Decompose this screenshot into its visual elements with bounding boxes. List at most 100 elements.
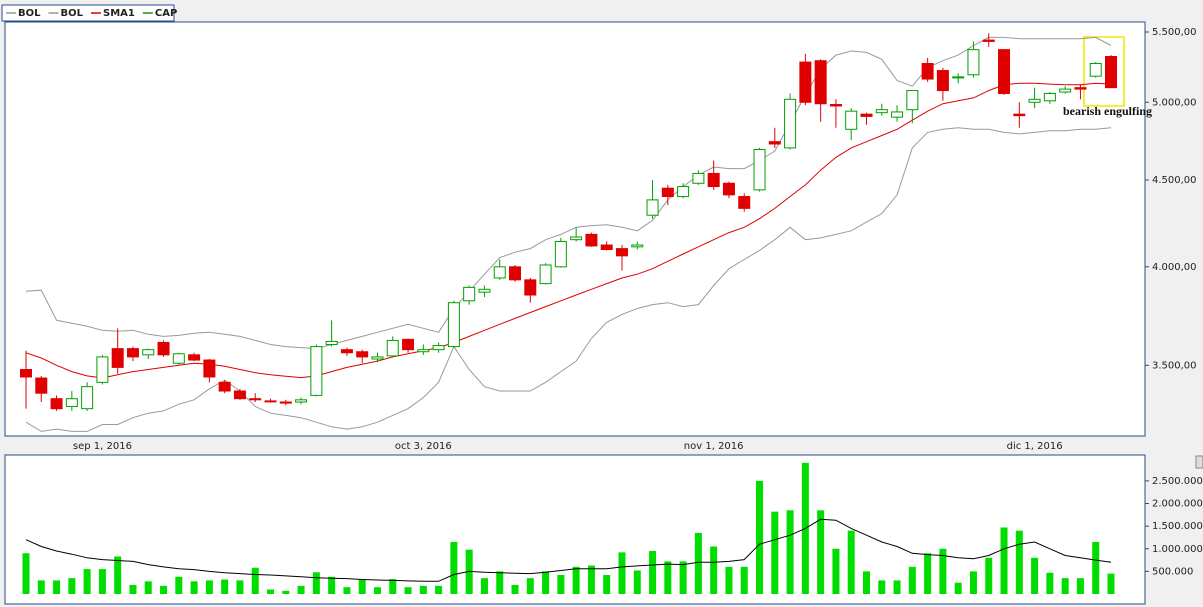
volume-bar bbox=[37, 580, 45, 594]
candle-body bbox=[814, 60, 827, 105]
candle-body bbox=[1089, 62, 1102, 77]
candle-body bbox=[692, 172, 705, 184]
y-tick-label: 4.500,00 bbox=[1152, 175, 1197, 186]
candle-body bbox=[570, 236, 583, 241]
candle-body bbox=[1028, 98, 1041, 103]
volume-bar bbox=[404, 587, 412, 594]
candle-body bbox=[646, 199, 659, 216]
candle-body bbox=[906, 90, 919, 111]
volume-bar bbox=[251, 567, 259, 594]
candle-body bbox=[295, 399, 308, 403]
candle-body bbox=[1043, 92, 1056, 102]
volume-bar bbox=[954, 582, 962, 594]
volume-bar bbox=[542, 571, 550, 594]
candle-body bbox=[784, 98, 797, 149]
volume-bar bbox=[68, 578, 76, 594]
candle-body bbox=[768, 141, 781, 145]
volume-bar bbox=[343, 587, 351, 594]
volume-bar bbox=[160, 585, 168, 594]
candle-body bbox=[340, 349, 353, 354]
volume-bar bbox=[862, 571, 870, 594]
volume-bar bbox=[603, 574, 611, 594]
volume-bar bbox=[771, 511, 779, 594]
volume-bar bbox=[587, 565, 595, 594]
candle-body bbox=[218, 381, 231, 392]
volume-bar bbox=[1015, 530, 1023, 594]
candle-body bbox=[463, 286, 476, 302]
candle-body bbox=[875, 109, 888, 114]
candle-body bbox=[203, 359, 216, 378]
volume-bar bbox=[908, 566, 916, 594]
legend: BOL BOL SMA1 CAP bbox=[6, 8, 177, 19]
candle-body bbox=[402, 338, 415, 351]
volume-bar bbox=[740, 566, 748, 594]
legend-label: CAP bbox=[155, 8, 177, 19]
candle-body bbox=[81, 386, 94, 410]
volume-bar bbox=[496, 571, 504, 594]
volume-bar bbox=[878, 580, 886, 594]
x-tick-label: dic 1, 2016 bbox=[1007, 441, 1063, 452]
volume-bar bbox=[756, 480, 764, 594]
volume-bar bbox=[1061, 578, 1069, 594]
volume-bar bbox=[1092, 541, 1100, 594]
volume-bar bbox=[205, 580, 213, 594]
volume-bar bbox=[450, 541, 458, 594]
y-tick-label: 2.000.000 bbox=[1152, 499, 1203, 510]
volume-bar bbox=[435, 585, 443, 594]
volume-bar bbox=[694, 532, 702, 594]
y-tick-label: 1.500.000 bbox=[1152, 521, 1203, 532]
price-panel bbox=[4, 21, 1146, 437]
volume-bar bbox=[1000, 527, 1008, 594]
volume-bar bbox=[221, 579, 229, 594]
volume-bar bbox=[1046, 572, 1054, 594]
candle-body bbox=[371, 356, 384, 360]
volume-bar bbox=[1107, 573, 1115, 594]
candle-body bbox=[264, 400, 277, 403]
volume-bar bbox=[817, 510, 825, 594]
candle-body bbox=[921, 62, 934, 80]
candle-body bbox=[279, 401, 292, 404]
candle-body bbox=[799, 61, 812, 103]
candle-body bbox=[233, 390, 246, 400]
volume-bar bbox=[53, 580, 61, 594]
y-tick-label: 4.000,00 bbox=[1152, 262, 1197, 273]
volume-bar bbox=[725, 566, 733, 594]
candle-body bbox=[661, 187, 674, 198]
highlight-box bbox=[1083, 36, 1125, 107]
candle-body bbox=[829, 103, 842, 107]
volume-bar bbox=[83, 569, 91, 594]
volume-bar bbox=[924, 553, 932, 594]
legend-label: BOL bbox=[61, 8, 84, 19]
x-tick-label: nov 1, 2016 bbox=[684, 441, 744, 452]
candle-body bbox=[677, 186, 690, 198]
candle-body bbox=[493, 266, 506, 279]
candle-body bbox=[417, 349, 430, 353]
candle-body bbox=[936, 70, 949, 92]
candle-body bbox=[554, 240, 567, 268]
panel-button[interactable] bbox=[1195, 455, 1203, 469]
y-tick-label: 500.000 bbox=[1152, 566, 1193, 577]
candle-body bbox=[111, 348, 124, 368]
y-tick-label: 5.000,00 bbox=[1152, 97, 1197, 108]
volume-bar bbox=[618, 552, 626, 594]
candle-body bbox=[707, 172, 720, 188]
candle-body bbox=[753, 148, 766, 191]
candle-body bbox=[982, 39, 995, 42]
candle-body bbox=[142, 349, 155, 356]
overlay-line bbox=[25, 127, 1112, 432]
volume-bar bbox=[526, 578, 534, 594]
candle-body bbox=[845, 110, 858, 130]
volume-bar bbox=[419, 585, 427, 594]
volume-bar bbox=[893, 580, 901, 594]
candle-body bbox=[96, 356, 109, 383]
volume-bar bbox=[480, 578, 488, 594]
candle-body bbox=[310, 346, 323, 396]
volume-bar bbox=[1076, 578, 1084, 594]
candle-body bbox=[600, 244, 613, 251]
candle-body bbox=[1074, 87, 1087, 90]
candle-body bbox=[447, 302, 460, 348]
volume-bar bbox=[190, 581, 198, 594]
candle-body bbox=[249, 398, 262, 401]
